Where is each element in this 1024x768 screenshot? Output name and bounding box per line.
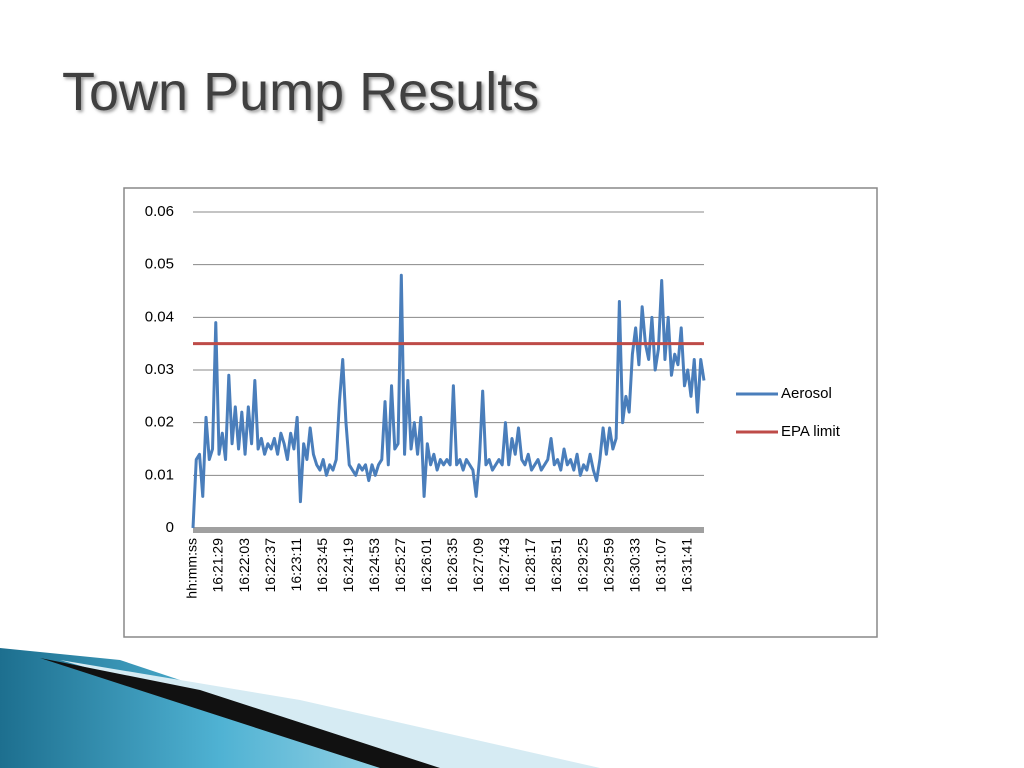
x-tick-label: 16:22:37 (262, 538, 278, 593)
legend-label: EPA limit (781, 423, 841, 440)
y-tick-label: 0.06 (145, 203, 174, 220)
x-tick-label: 16:31:07 (652, 538, 668, 593)
y-tick-label: 0.05 (145, 256, 174, 273)
decor-swoosh-light (60, 660, 600, 768)
y-tick-label: 0.02 (145, 414, 174, 431)
x-tick-label: 16:27:43 (496, 538, 512, 593)
x-tick-label: 16:24:53 (366, 538, 382, 593)
x-tick-label: hh:mm:ss (184, 538, 200, 599)
slide-title: Town Pump Results (62, 62, 539, 122)
y-tick-label: 0.01 (145, 466, 174, 483)
x-tick-label: 16:21:29 (210, 538, 226, 593)
x-tick-label: 16:28:17 (522, 538, 538, 593)
legend-label: Aerosol (781, 385, 832, 402)
y-tick-label: 0 (166, 519, 174, 536)
x-tick-label: 16:23:45 (314, 538, 330, 593)
x-tick-label: 16:29:59 (600, 538, 616, 593)
x-tick-label: 16:22:03 (236, 538, 252, 593)
x-tick-label: 16:25:27 (392, 538, 408, 593)
decor-swoosh-dark (40, 658, 440, 768)
chart: 0 0.01 0.02 0.03 0.04 0.05 0.06 hh:mm:ss 16:21:2… (145, 203, 841, 599)
x-tick-label: 16:28:51 (548, 538, 564, 593)
data-line (191, 273, 706, 529)
x-tick-label: 16:24:19 (340, 538, 356, 593)
x-tick-label: 16:23:11 (288, 538, 304, 592)
y-tick-label: 0.03 (145, 361, 174, 378)
x-tick-label: 16:26:35 (444, 538, 460, 593)
x-tick-label: 16:30:33 (626, 538, 642, 593)
x-tick-label: 16:29:25 (574, 538, 590, 593)
x-tick-label: 16:27:09 (470, 538, 486, 593)
x-tick-label: 16:31:41 (678, 538, 694, 593)
y-tick-label: 0.04 (145, 308, 174, 325)
x-tick-label: 16:26:01 (418, 538, 434, 593)
